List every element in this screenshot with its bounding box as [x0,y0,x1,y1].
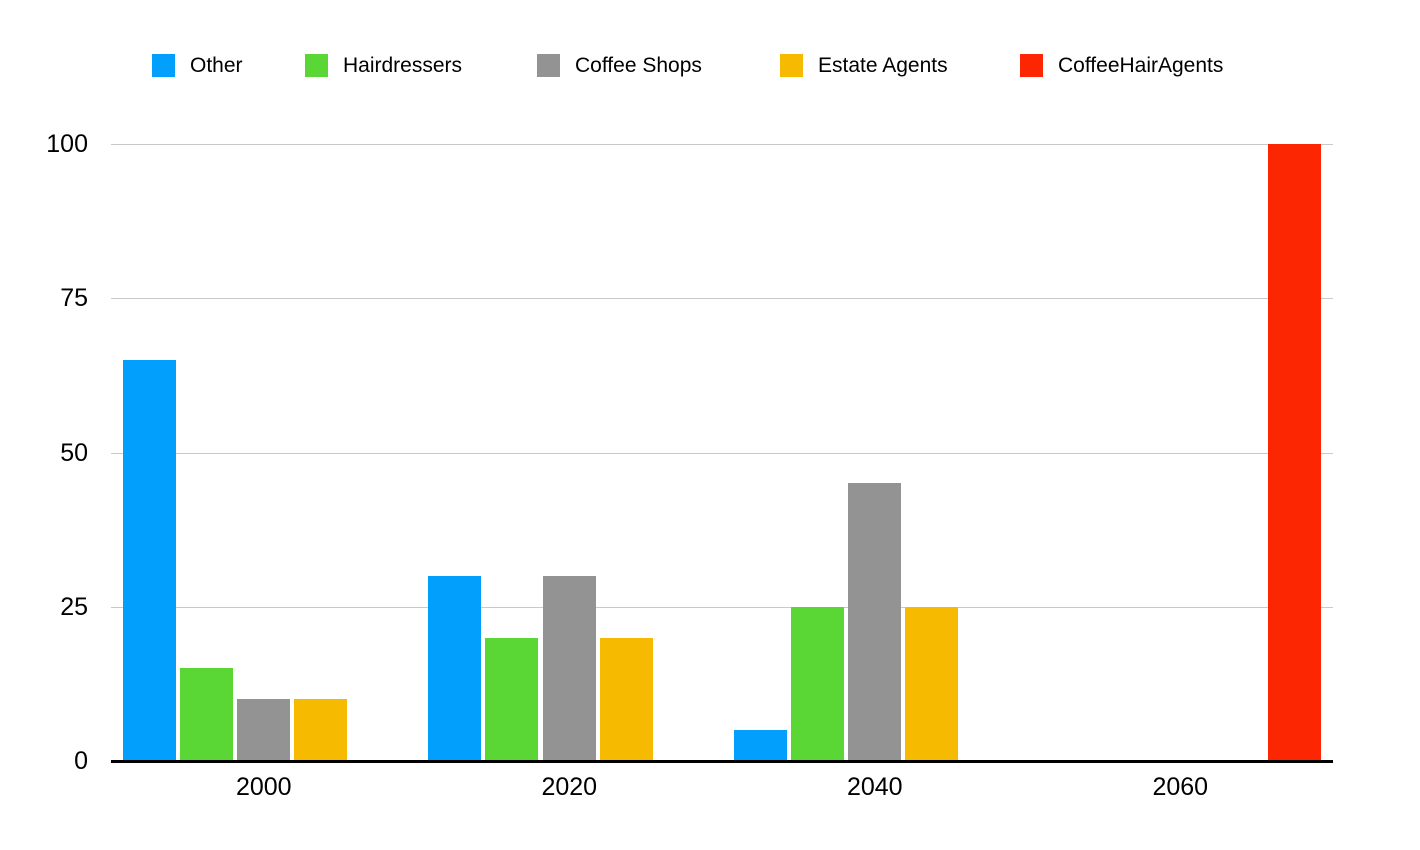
gridline-50 [111,452,1333,454]
bar-coffee-shops-2020 [542,575,596,761]
x-axis-line [111,760,1333,763]
legend-item-coffeehairagents: CoffeeHairAgents [1020,54,1223,77]
legend-swatch-coffee-shops-icon [537,54,560,77]
bar-other-2040 [733,730,787,761]
legend-label-estate-agents: Estate Agents [818,54,948,77]
bar-other-2000 [122,359,176,761]
chart-legend: Other Hairdressers Coffee Shops Estate Agen… [0,0,1420,100]
legend-swatch-hairdressers-icon [305,54,328,77]
legend-swatch-estate-agents-icon [780,54,803,77]
gridline-100 [111,144,1333,145]
legend-item-hairdressers: Hairdressers [305,54,462,77]
bar-hairdressers-2040 [790,606,844,761]
bar-estate-agents-2020 [599,637,653,761]
x-tick-label-2060: 2060 [1152,773,1209,801]
gridline-75 [111,298,1333,300]
legend-item-coffee-shops: Coffee Shops [537,54,702,77]
y-tick-label-75: 75 [60,284,88,313]
legend-swatch-other-icon [152,54,175,77]
legend-label-coffeehairagents: CoffeeHairAgents [1058,54,1224,77]
x-tick-label-2020: 2020 [541,773,598,801]
bar-estate-agents-2040 [905,606,959,761]
y-tick-label-50: 50 [60,438,88,467]
y-tick-label-25: 25 [60,592,88,621]
plot-area [111,144,1333,763]
bar-other-2020 [428,575,481,761]
legend-label-other: Other [190,54,243,77]
legend-label-coffee-shops: Coffee Shops [575,54,702,77]
bar-coffeehairagents-2060 [1268,144,1322,761]
legend-swatch-coffeehairagents-icon [1020,54,1043,77]
bar-coffee-shops-2040 [848,483,902,761]
y-tick-label-0: 0 [74,747,88,775]
gridline-25 [111,606,1333,608]
bar-estate-agents-2000 [294,699,348,761]
legend-item-estate-agents: Estate Agents [780,54,948,77]
bar-hairdressers-2020 [485,637,539,761]
y-tick-label-100: 100 [46,130,88,158]
bar-coffee-shops-2000 [237,699,291,761]
x-tick-label-2000: 2000 [235,773,292,801]
legend-label-hairdressers: Hairdressers [343,54,463,77]
bar-hairdressers-2000 [179,668,233,761]
x-tick-label-2040: 2040 [846,773,903,801]
legend-item-other: Other [152,54,243,77]
